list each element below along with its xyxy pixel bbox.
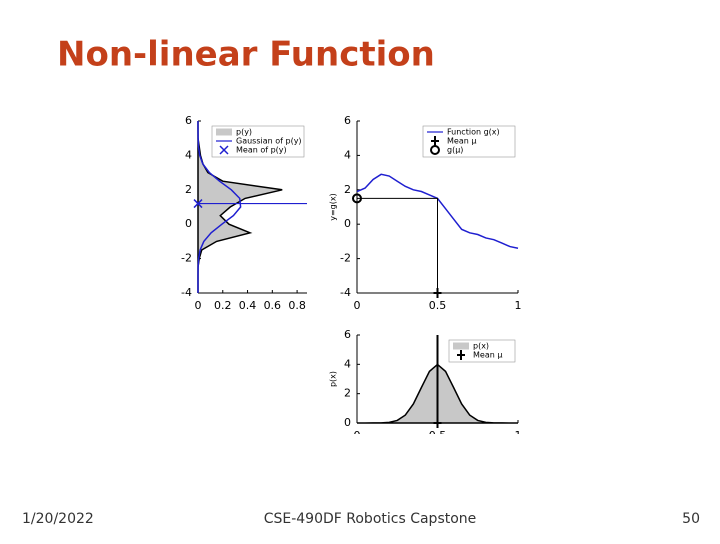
guide-line [357,197,438,293]
legend-label: p(x) [473,342,489,351]
x-tick-label: 0.2 [214,299,232,312]
legend-label: Mean of p(y) [236,146,287,155]
y-tick-label: -2 [340,252,351,265]
x-tick-label: 0 [354,299,361,312]
legend-swatch [457,350,465,360]
y-tick-label: -4 [340,286,351,299]
slide-date: 1/20/2022 [22,511,94,527]
y-tick-label: 0 [185,217,192,230]
y-tick-label: 6 [344,328,351,341]
mean-marker [193,199,203,209]
y-tick-label: 2 [185,183,192,196]
y-axis-label: y=g(x) [329,193,338,221]
x-tick-label: 1 [515,299,522,312]
slide-footer: CSE-490DF Robotics Capstone [264,511,477,527]
x-tick-label: 0 [354,429,361,442]
marker-stroke [219,145,229,155]
y-tick-label: 6 [344,114,351,127]
y-axis-label: p(x) [329,371,338,387]
y-tick-label: 6 [185,114,192,127]
x-tick-label: 0.8 [288,299,306,312]
y-tick-label: -2 [181,252,192,265]
y-tick-label: 2 [344,387,351,400]
legend-label: g(μ) [447,146,463,155]
legend-swatch [219,145,229,155]
mean-marker [433,418,442,428]
legend-label: Mean μ [473,351,502,360]
x-tick-label: 0.4 [239,299,257,312]
x-tick-label: 0.5 [429,429,447,442]
x-tick-label: 0.5 [429,299,447,312]
marker-circle [430,145,440,155]
y-tick-label: 4 [344,357,351,370]
y-tick-label: 0 [344,416,351,429]
x-tick-label: 0.6 [264,299,282,312]
legend-swatch [430,145,440,155]
chart: -4 -2 0 2 4 6 0 0.2 0.4 0.6 0.8 p(y)Gaussian of p(y… [181,114,307,312]
legend-label: Mean μ [447,137,476,146]
y-tick-label: 4 [344,148,351,161]
marker-circle [352,193,362,204]
y-tick-label: 0 [344,217,351,230]
y-tick-label: 4 [185,148,192,161]
mean-marker [352,193,362,204]
legend-swatch [216,128,232,136]
chart: -4 -2 0 2 4 6 0 0.5 1 y=g(x) Function g(x)Mean μg(… [329,114,522,312]
legend-label: p(y) [236,128,252,137]
slide-title: Non-linear Function [57,35,435,75]
x-tick-label: 0 [195,299,202,312]
x-tick-label: 1 [515,429,522,442]
legend-label: Gaussian of p(y) [236,137,302,146]
legend-label: Function g(x) [447,128,500,137]
marker-stroke [193,199,203,209]
slide-number: 50 [682,511,700,527]
legend-swatch [453,342,469,350]
y-tick-label: 2 [344,183,351,196]
y-tick-label: -4 [181,286,192,299]
legend-swatch [431,136,439,146]
function-line [197,121,242,293]
